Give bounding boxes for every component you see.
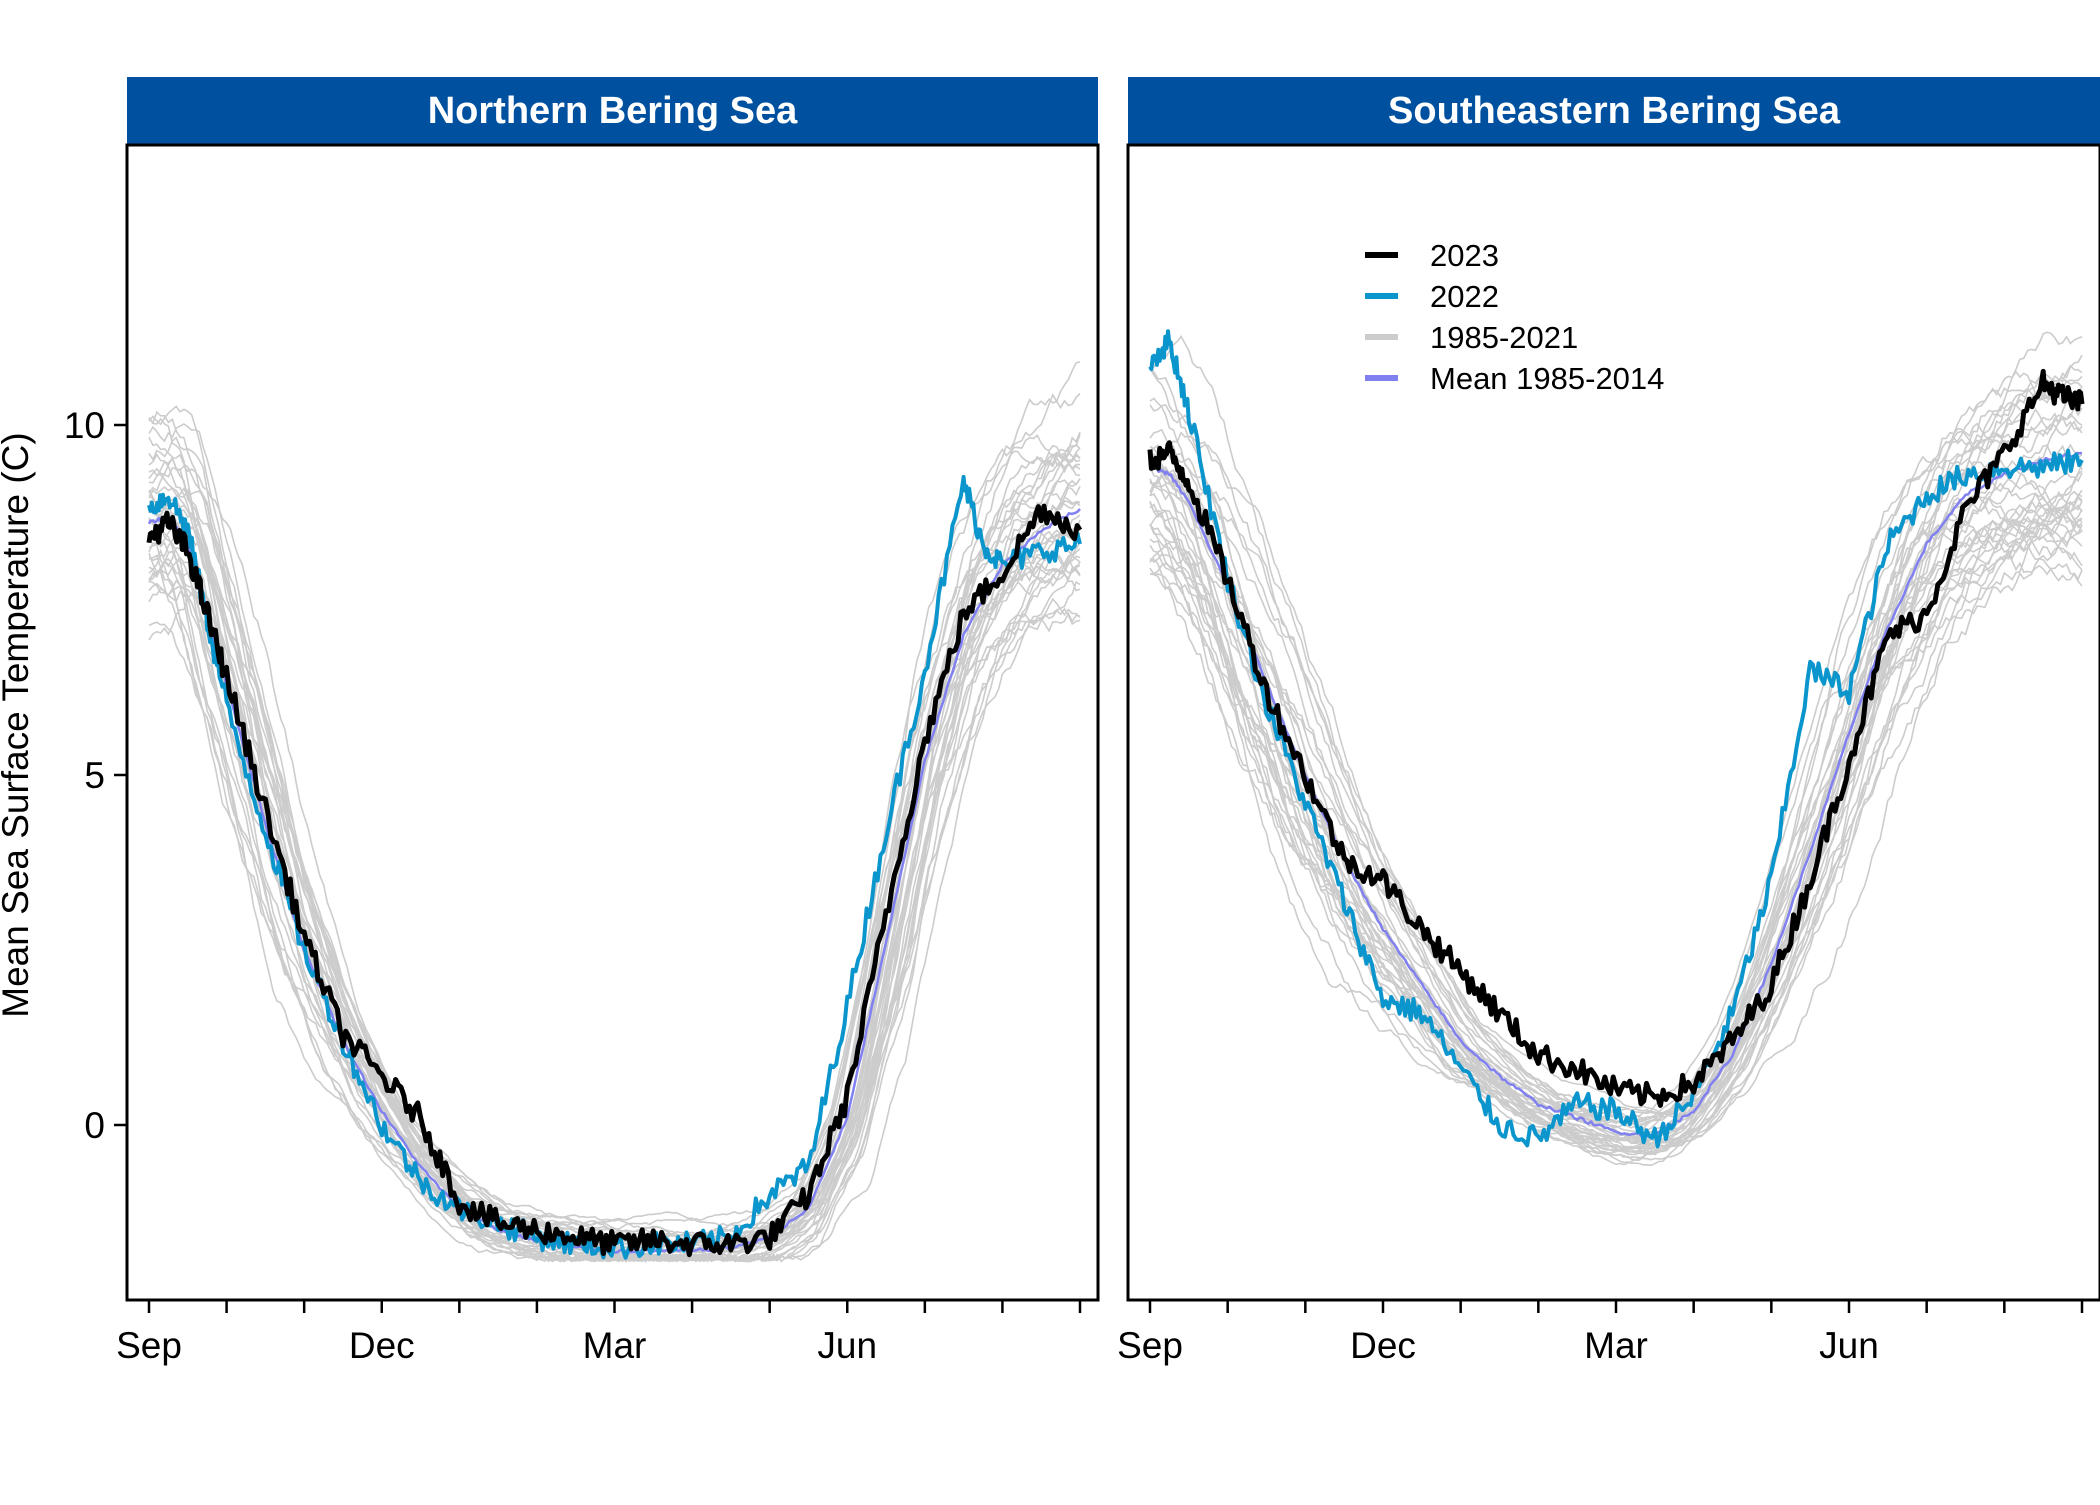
panel-strip <box>127 77 1098 145</box>
panel-strip <box>1128 77 2100 145</box>
history-line <box>1149 470 2083 1155</box>
history-line <box>1149 443 2083 1143</box>
panel-title: Southeastern Bering Sea <box>1388 90 1841 132</box>
series-1985-2021 <box>148 361 1081 1263</box>
panel-border <box>125 143 1100 1302</box>
history-line <box>1149 515 2083 1148</box>
history-line <box>1149 517 2083 1151</box>
legend-label: 1985-2021 <box>1430 320 1578 355</box>
series-mean-1985-2014 <box>1148 451 2083 1139</box>
legend-label: 2022 <box>1430 279 1499 314</box>
history-line <box>1149 493 2083 1161</box>
x-tick-label: Jun <box>1819 1325 1879 1366</box>
history-line <box>1149 407 2083 1129</box>
history-line <box>1149 335 2083 1118</box>
history-line <box>148 405 1081 1249</box>
legend-label: 2023 <box>1430 238 1499 273</box>
panels: Northern Bering Sea Sep Dec Mar Jun 0 5 10 South… <box>64 77 2100 1366</box>
plot-area <box>146 361 1083 1263</box>
x-tick-label: Sep <box>1117 1325 1183 1366</box>
x-tick-label: Sep <box>116 1325 182 1366</box>
series-2023 <box>1147 368 2085 1108</box>
y-tick-label: 10 <box>64 405 105 446</box>
history-line <box>148 486 1081 1263</box>
history-line <box>148 392 1081 1227</box>
series-2022 <box>1148 329 2084 1149</box>
y-axis-label: Mean Sea Surface Temperature (C) <box>0 432 36 1017</box>
x-tick-label: Mar <box>1584 1325 1648 1366</box>
panel-1: Northern Bering Sea Sep Dec Mar Jun 0 5 10 <box>64 77 1100 1366</box>
history-line <box>148 555 1081 1263</box>
y-tick-label: 0 <box>84 1105 105 1146</box>
panel-border <box>1126 143 2100 1302</box>
history-line <box>148 410 1081 1244</box>
history-line <box>148 423 1080 1247</box>
x-tick-label: Dec <box>1350 1325 1416 1366</box>
history-line <box>1149 499 2083 1150</box>
history-line <box>1149 445 2083 1146</box>
series-2022 <box>147 474 1082 1260</box>
history-line <box>148 485 1081 1261</box>
panel-2: Southeastern Bering Sea Sep Dec Mar Jun <box>1117 77 2100 1366</box>
legend-label: Mean 1985-2014 <box>1430 361 1664 396</box>
panel-title: Northern Bering Sea <box>428 90 798 132</box>
x-tick-label: Jun <box>817 1325 877 1366</box>
history-line <box>1149 368 2083 1132</box>
y-tick-label: 5 <box>84 755 105 796</box>
history-line <box>1149 496 2083 1166</box>
x-tick-label: Dec <box>349 1325 415 1366</box>
history-line <box>1149 492 2083 1150</box>
history-line <box>1149 523 2083 1161</box>
plot-area <box>1147 329 2085 1167</box>
legend: 2023 2022 1985-2021 Mean 1985-2014 <box>1365 238 1664 396</box>
x-tick-label: Mar <box>583 1325 647 1366</box>
history-line <box>148 489 1081 1263</box>
series-2023 <box>146 503 1083 1258</box>
